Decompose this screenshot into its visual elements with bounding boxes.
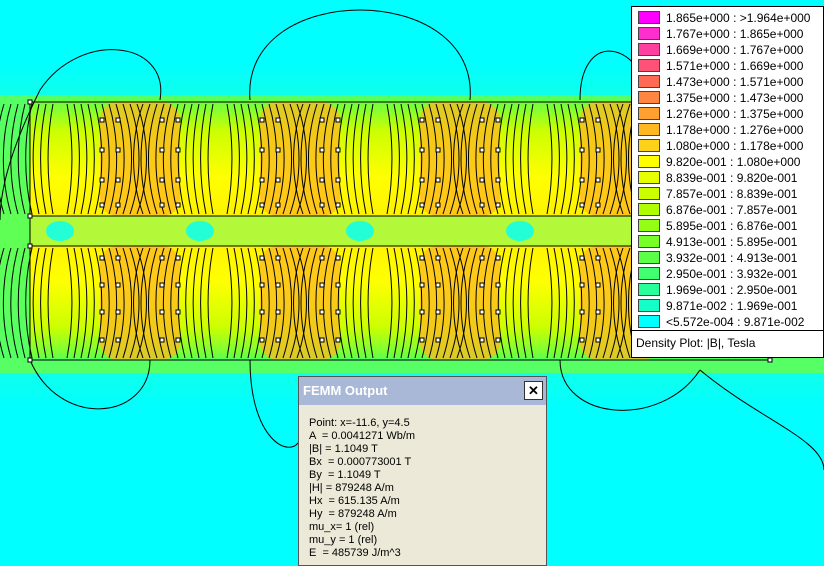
legend-entry: 1.080e+000 : 1.178e+000 (636, 138, 822, 154)
legend-title: Density Plot: |B|, Tesla (636, 336, 756, 350)
legend-swatch (638, 123, 660, 136)
legend-label: 1.178e+000 : 1.276e+000 (666, 123, 804, 137)
legend-entry: 7.857e-001 : 8.839e-001 (636, 186, 822, 202)
legend-label: <5.572e-004 : 9.871e-002 (666, 315, 805, 329)
femm-output-line: mu_y = 1 (rel) (309, 534, 378, 546)
legend-entry: 3.932e-001 : 4.913e-001 (636, 250, 822, 266)
femm-title-bar[interactable]: FEMM Output ✕ (299, 377, 546, 405)
legend-swatch (638, 107, 660, 120)
legend-entry: 1.865e+000 : >1.964e+000 (636, 10, 822, 26)
femm-output-line: mu_x= 1 (rel) (309, 521, 375, 533)
legend-swatch (638, 315, 660, 328)
femm-title: FEMM Output (303, 383, 388, 398)
legend-entry: 2.950e-001 : 3.932e-001 (636, 266, 822, 282)
legend-swatch (638, 203, 660, 216)
legend-label: 9.871e-002 : 1.969e-001 (666, 299, 798, 313)
legend-label: 2.950e-001 : 3.932e-001 (666, 267, 798, 281)
femm-output-line: Hx = 615.135 A/m (309, 495, 400, 507)
legend-entry: 1.571e+000 : 1.669e+000 (636, 58, 822, 74)
legend-swatch (638, 43, 660, 56)
legend-label: 1.473e+000 : 1.571e+000 (666, 75, 804, 89)
femm-output-line: A = 0.0041271 Wb/m (309, 430, 416, 442)
legend-label: 1.375e+000 : 1.473e+000 (666, 91, 804, 105)
femm-output-text: Point: x=-11.6, y=4.5 A = 0.0041271 Wb/m |… (309, 417, 415, 560)
legend-entry: 1.473e+000 : 1.571e+000 (636, 74, 822, 90)
legend-label: 5.895e-001 : 6.876e-001 (666, 219, 798, 233)
legend-swatch (638, 155, 660, 168)
legend-entry: 1.276e+000 : 1.375e+000 (636, 106, 822, 122)
legend-swatch (638, 251, 660, 264)
legend-entry: 1.375e+000 : 1.473e+000 (636, 90, 822, 106)
legend-label: 6.876e-001 : 7.857e-001 (666, 203, 798, 217)
legend-entry: 5.895e-001 : 6.876e-001 (636, 218, 822, 234)
legend-label: 7.857e-001 : 8.839e-001 (666, 187, 798, 201)
legend-label: 1.865e+000 : >1.964e+000 (666, 11, 811, 25)
femm-output-line: |H| = 879248 A/m (309, 482, 394, 494)
legend-swatch (638, 139, 660, 152)
legend-entry: 6.876e-001 : 7.857e-001 (636, 202, 822, 218)
legend-entry: 1.767e+000 : 1.865e+000 (636, 26, 822, 42)
femm-output-window[interactable]: FEMM Output ✕ Point: x=-11.6, y=4.5 A = 0… (298, 376, 547, 566)
legend-label: 1.669e+000 : 1.767e+000 (666, 43, 804, 57)
legend-swatch (638, 235, 660, 248)
femm-output-line: Hy = 879248 A/m (309, 508, 397, 520)
legend-swatch (638, 11, 660, 24)
legend-entry: <5.572e-004 : 9.871e-002 (636, 314, 822, 330)
legend-label: 9.820e-001 : 1.080e+000 (666, 155, 801, 169)
femm-output-line: Bx = 0.000773001 T (309, 456, 412, 468)
legend-entry: 4.913e-001 : 5.895e-001 (636, 234, 822, 250)
legend-label: 1.767e+000 : 1.865e+000 (666, 27, 804, 41)
legend-divider (632, 330, 823, 331)
legend-swatch (638, 75, 660, 88)
legend-swatch (638, 267, 660, 280)
legend-entry: 9.871e-002 : 1.969e-001 (636, 298, 822, 314)
legend-swatch (638, 219, 660, 232)
legend-swatch (638, 59, 660, 72)
legend-label: 3.932e-001 : 4.913e-001 (666, 251, 798, 265)
close-button[interactable]: ✕ (524, 381, 543, 400)
legend-entry: 8.839e-001 : 9.820e-001 (636, 170, 822, 186)
femm-output-line: E = 485739 J/m^3 (309, 547, 401, 559)
femm-output-line: |B| = 1.1049 T (309, 443, 378, 455)
legend-label: 1.571e+000 : 1.669e+000 (666, 59, 804, 73)
legend-swatch (638, 27, 660, 40)
legend-label: 1.080e+000 : 1.178e+000 (666, 139, 804, 153)
legend-swatch (638, 187, 660, 200)
legend-entry: 1.969e-001 : 2.950e-001 (636, 282, 822, 298)
femm-output-line: By = 1.1049 T (309, 469, 381, 481)
legend-swatch (638, 283, 660, 296)
legend-entry: 1.178e+000 : 1.276e+000 (636, 122, 822, 138)
density-legend: 1.865e+000 : >1.964e+000 1.767e+000 : 1.8… (631, 6, 824, 358)
legend-swatch (638, 171, 660, 184)
legend-entry: 1.669e+000 : 1.767e+000 (636, 42, 822, 58)
close-icon: ✕ (528, 383, 539, 398)
legend-label: 8.839e-001 : 9.820e-001 (666, 171, 798, 185)
legend-swatch (638, 91, 660, 104)
legend-label: 1.969e-001 : 2.950e-001 (666, 283, 798, 297)
legend-label: 1.276e+000 : 1.375e+000 (666, 107, 804, 121)
legend-label: 4.913e-001 : 5.895e-001 (666, 235, 798, 249)
legend-entry: 9.820e-001 : 1.080e+000 (636, 154, 822, 170)
femm-output-line: Point: x=-11.6, y=4.5 (309, 417, 410, 429)
legend-swatch (638, 299, 660, 312)
